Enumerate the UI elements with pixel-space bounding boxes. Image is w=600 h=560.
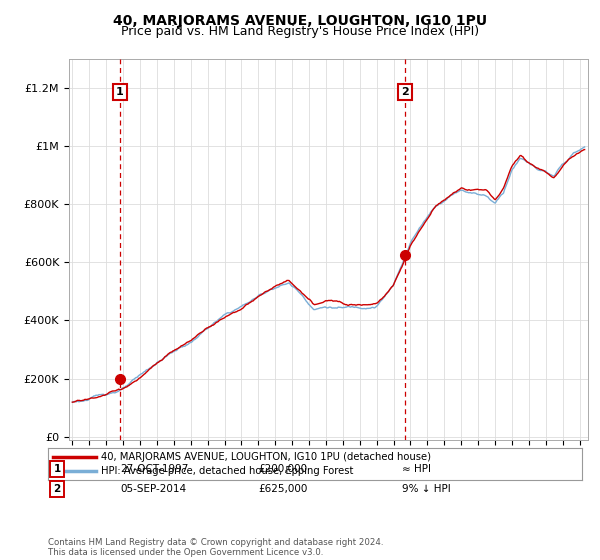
Text: ≈ HPI: ≈ HPI xyxy=(402,464,431,474)
Text: 40, MARJORAMS AVENUE, LOUGHTON, IG10 1PU (detached house): 40, MARJORAMS AVENUE, LOUGHTON, IG10 1PU… xyxy=(101,452,431,462)
Text: Contains HM Land Registry data © Crown copyright and database right 2024.
This d: Contains HM Land Registry data © Crown c… xyxy=(48,538,383,557)
Text: 40, MARJORAMS AVENUE, LOUGHTON, IG10 1PU: 40, MARJORAMS AVENUE, LOUGHTON, IG10 1PU xyxy=(113,14,487,28)
Text: £625,000: £625,000 xyxy=(258,484,307,494)
Text: 2: 2 xyxy=(401,87,409,97)
Text: £200,000: £200,000 xyxy=(258,464,307,474)
Text: 05-SEP-2014: 05-SEP-2014 xyxy=(120,484,186,494)
Text: 1: 1 xyxy=(116,87,124,97)
Text: 27-OCT-1997: 27-OCT-1997 xyxy=(120,464,188,474)
Text: 1: 1 xyxy=(53,464,61,474)
Text: 2: 2 xyxy=(53,484,61,494)
Text: Price paid vs. HM Land Registry's House Price Index (HPI): Price paid vs. HM Land Registry's House … xyxy=(121,25,479,38)
Text: 9% ↓ HPI: 9% ↓ HPI xyxy=(402,484,451,494)
Text: HPI: Average price, detached house, Epping Forest: HPI: Average price, detached house, Eppi… xyxy=(101,466,354,477)
